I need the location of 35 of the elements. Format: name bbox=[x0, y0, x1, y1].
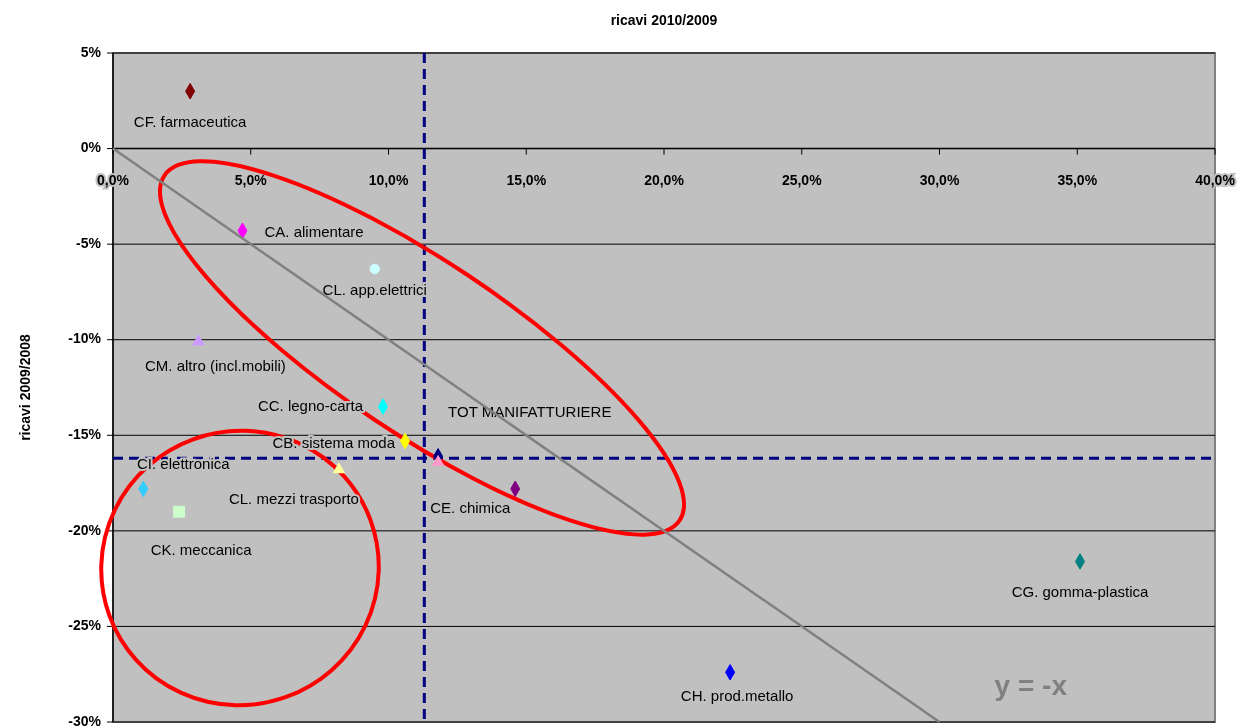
point bbox=[369, 263, 380, 275]
y-tick-label: -25% bbox=[68, 617, 102, 634]
x-tick-label: 30,0% bbox=[919, 171, 960, 188]
y-axis-title: ricavi 2009/2008 bbox=[17, 333, 33, 441]
x-tick-label: 35,0% bbox=[1057, 171, 1098, 188]
x-tick-label: 15,0% bbox=[506, 171, 547, 188]
series-label: CF. farmaceutica bbox=[133, 113, 248, 131]
series-label: CH. prod.metallo bbox=[680, 687, 794, 705]
y-tick-label: 5% bbox=[80, 43, 102, 60]
series-label: TOT MANIFATTURIERE bbox=[448, 403, 612, 421]
y-tick-label: -20% bbox=[68, 521, 102, 538]
x-tick-label: 40,0% bbox=[1195, 171, 1236, 188]
point bbox=[431, 454, 445, 466]
series-label: CB. sistema moda bbox=[272, 433, 396, 451]
series-label: CL. app.elettrici bbox=[322, 280, 427, 298]
annotation: y = -x bbox=[994, 670, 1068, 702]
y-tick-label: 0% bbox=[80, 139, 102, 156]
y-tick-label: -30% bbox=[68, 712, 102, 726]
point bbox=[192, 334, 205, 346]
x-tick-label: 5,0% bbox=[234, 171, 268, 188]
text: CK. meccanica bbox=[150, 540, 253, 558]
series-label: CE. chimica bbox=[430, 498, 511, 516]
series-label: CL. mezzi trasporto bbox=[228, 489, 359, 507]
point bbox=[173, 505, 186, 518]
y-tick-label: -5% bbox=[76, 234, 102, 251]
x-tick-label: 10,0% bbox=[368, 171, 409, 188]
chart-title: ricavi 2010/2009 bbox=[610, 12, 718, 28]
series-label: CG. gomma-plastica bbox=[1011, 583, 1150, 601]
point bbox=[332, 462, 346, 474]
x-tick-label: 25,0% bbox=[781, 171, 823, 188]
series-label: CM. altro (incl.mobili) bbox=[144, 356, 286, 374]
series-label: CA. alimentare bbox=[264, 222, 364, 240]
y-tick-label: -10% bbox=[68, 330, 102, 347]
x-tick-label: 20,0% bbox=[644, 171, 685, 188]
y-tick-label: -15% bbox=[68, 425, 102, 442]
